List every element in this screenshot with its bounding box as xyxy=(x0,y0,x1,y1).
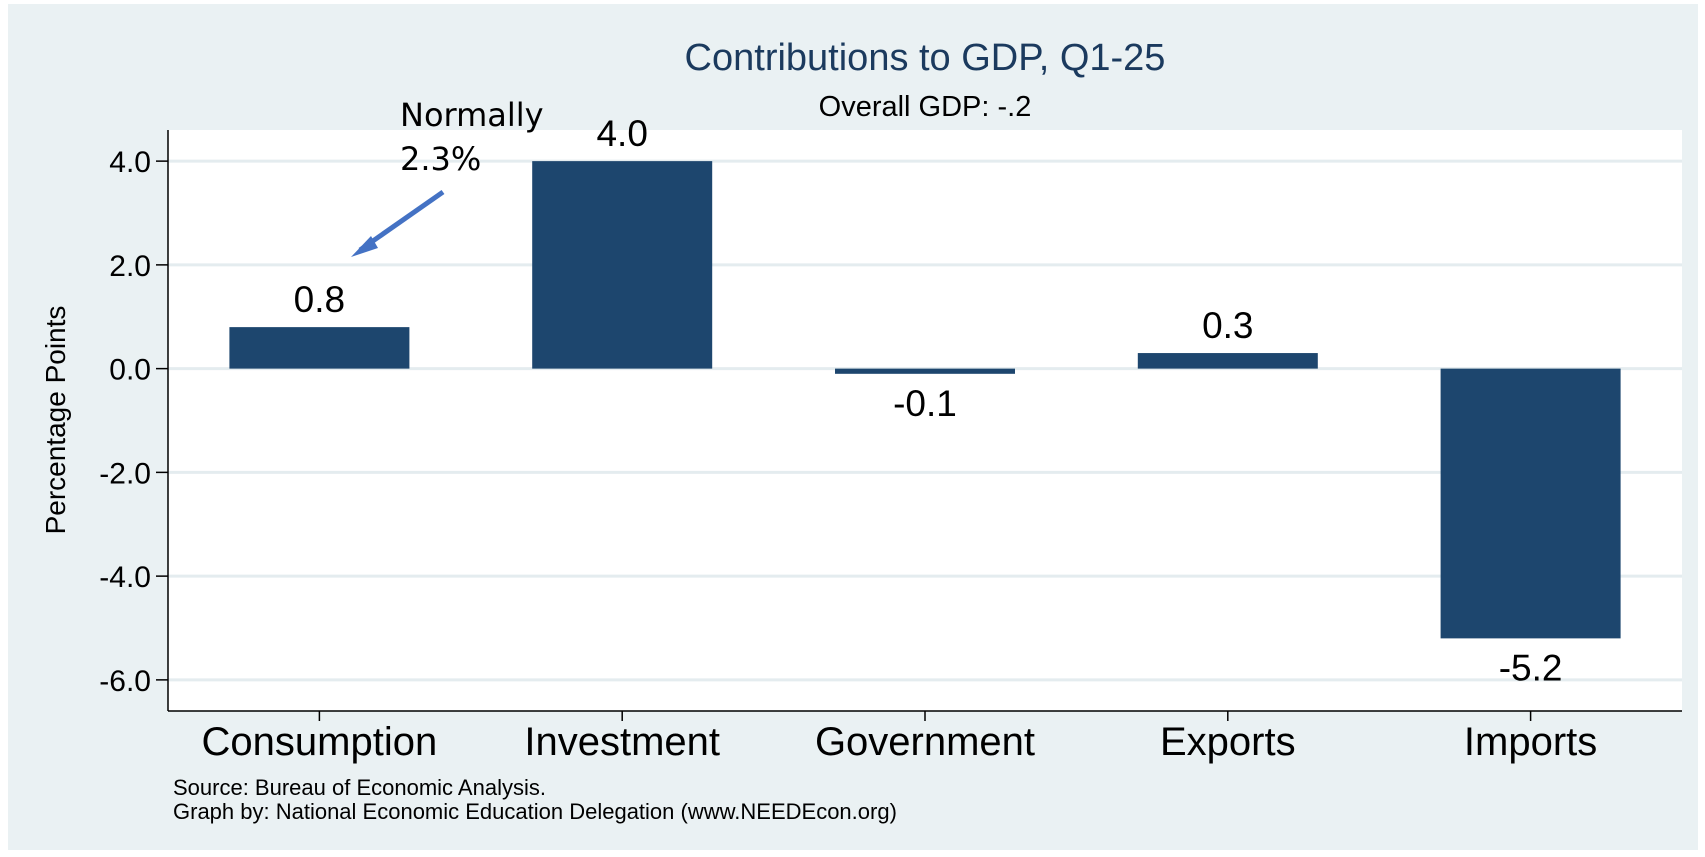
y-ticks: 4.0 2.0 0.0 -2.0 -4.0 -6.0 xyxy=(99,146,168,698)
credit-note: Graph by: National Economic Education De… xyxy=(173,799,897,824)
bar-consumption xyxy=(229,327,410,369)
annotation-line-2: 2.3% xyxy=(400,140,481,178)
chart-subtitle: Overall GDP: -.2 xyxy=(819,91,1032,123)
y-tick-label: 4.0 xyxy=(109,146,151,179)
annotation-line-1: Normally xyxy=(400,96,544,134)
y-tick-label: 0.0 xyxy=(109,354,151,387)
value-labels: 0.8 4.0 -0.1 0.3 -5.2 xyxy=(294,113,1563,688)
annotation-arrowhead xyxy=(351,236,378,257)
source-note: Source: Bureau of Economic Analysis. xyxy=(173,775,546,800)
x-tick-label: Investment xyxy=(524,720,720,764)
x-tick-label: Government xyxy=(815,720,1035,764)
x-tick-label: Consumption xyxy=(202,720,438,764)
bars xyxy=(229,161,1621,639)
value-label: -0.1 xyxy=(893,383,957,424)
x-tick-label: Exports xyxy=(1160,720,1296,764)
chart-title: Contributions to GDP, Q1-25 xyxy=(685,37,1166,79)
y-tick-label: 2.0 xyxy=(109,250,151,283)
value-label: 0.3 xyxy=(1202,305,1253,346)
value-label: -5.2 xyxy=(1499,647,1563,688)
annotation-arrow xyxy=(358,189,445,253)
y-tick-label: -2.0 xyxy=(99,457,151,490)
y-axis-label: Percentage Points xyxy=(40,306,71,535)
bar-exports xyxy=(1137,353,1318,369)
bar-imports xyxy=(1440,368,1621,639)
value-label: 0.8 xyxy=(294,279,345,320)
plot-area xyxy=(168,130,1682,711)
x-tick-label: Imports xyxy=(1464,720,1597,764)
bar-government xyxy=(835,368,1015,374)
value-label: 4.0 xyxy=(596,113,647,154)
bar-investment xyxy=(532,161,713,369)
x-ticks: Consumption Investment Government Exports Im… xyxy=(202,711,1597,764)
y-tick-label: -4.0 xyxy=(99,561,151,594)
y-tick-label: -6.0 xyxy=(99,665,151,698)
